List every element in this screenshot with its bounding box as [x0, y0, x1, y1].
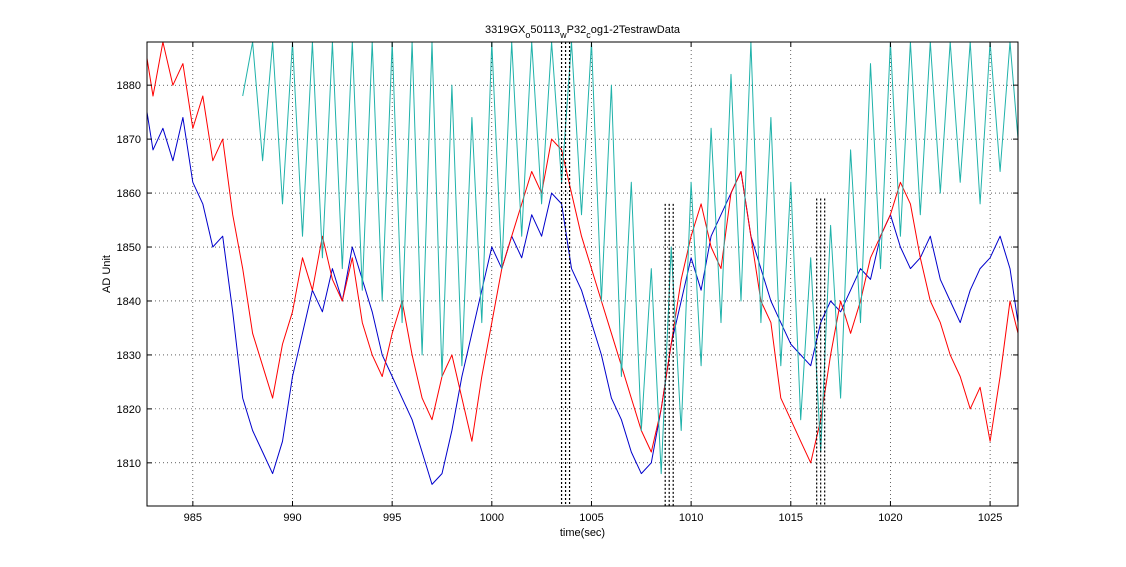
- y-tick-label: 1880: [117, 80, 141, 92]
- x-axis-label: time(sec): [560, 527, 605, 539]
- ticks: 985 990 995 1000 1005 1010 1015 1020 1025 1810 182…: [117, 42, 1018, 524]
- title-subscript: w: [559, 30, 567, 40]
- title-segment: og1-2TestrawData: [591, 24, 681, 36]
- y-tick-label: 1820: [117, 404, 141, 416]
- x-tick-label: 995: [383, 512, 401, 524]
- title-segment: 50113: [530, 24, 560, 36]
- x-tick-label: 1020: [878, 512, 902, 524]
- series-line-1: [147, 112, 1018, 485]
- title-subscript: o: [525, 30, 530, 40]
- x-tick-label: 985: [184, 512, 202, 524]
- x-tick-label: 1015: [779, 512, 803, 524]
- y-axis-label: AD Unit: [101, 255, 113, 293]
- title-subscript: c: [586, 30, 591, 40]
- y-tick-label: 1870: [117, 134, 141, 146]
- title-segment: P32: [567, 24, 587, 36]
- event-marker: [816, 198, 826, 506]
- y-tick-label: 1810: [117, 458, 141, 470]
- plot-frame: [146, 41, 1019, 507]
- x-tick-label: 1000: [480, 512, 504, 524]
- title-segment: 3319GX: [485, 24, 526, 36]
- y-tick-label: 1830: [117, 350, 141, 362]
- event-markers: [560, 42, 826, 506]
- event-marker: [560, 42, 571, 506]
- x-tick-label: 1025: [978, 512, 1002, 524]
- y-tick-label: 1860: [117, 188, 141, 200]
- y-tick-label: 1840: [117, 296, 141, 308]
- x-tick-label: 1010: [679, 512, 703, 524]
- x-tick-label: 1005: [579, 512, 603, 524]
- x-tick-label: 990: [283, 512, 301, 524]
- series-line-2: [147, 42, 1018, 464]
- series-group: [147, 42, 1018, 485]
- series-line-3: [242, 42, 1018, 475]
- grid: [147, 42, 1018, 506]
- chart-title: 3319GXo50113wP32cog1-2TestrawData: [485, 24, 681, 40]
- y-tick-label: 1850: [117, 242, 141, 254]
